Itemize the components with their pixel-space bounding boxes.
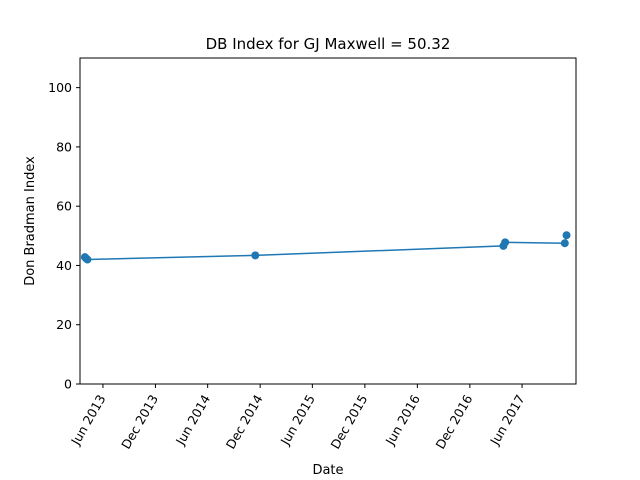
data-point (251, 251, 260, 260)
x-axis-label: Date (312, 463, 343, 478)
plot-frame (79, 57, 577, 385)
data-point (562, 231, 571, 240)
data-point (501, 238, 510, 247)
plot-area (80, 231, 571, 264)
data-point (560, 239, 569, 248)
y-axis-label: Don Bradman Index (23, 156, 38, 286)
x-tick-label: Dec 2013 (118, 392, 161, 451)
y-tick-label: 100 (48, 80, 72, 95)
y-tick-label: 20 (56, 317, 72, 332)
x-tick-label: Jun 2013 (67, 392, 108, 448)
y-tick-label: 60 (56, 199, 72, 214)
y-tick-label: 40 (56, 258, 72, 273)
series-line (84, 235, 568, 261)
x-axis: Jun 2013 Dec 2013 Jun 2014 Dec 2014 Jun 2015… (67, 384, 528, 451)
data-point (83, 255, 92, 264)
y-tick-label: 80 (56, 139, 72, 154)
x-tick-label: Jun 2015 (277, 392, 318, 448)
y-axis: 0 20 40 60 80 100 (48, 80, 80, 392)
y-tick-label: 0 (64, 377, 72, 392)
x-tick-label: Dec 2016 (432, 392, 475, 451)
chart-title: DB Index for GJ Maxwell = 50.32 (206, 35, 451, 53)
x-tick-label: Jun 2016 (382, 392, 423, 448)
x-tick-label: Dec 2014 (223, 392, 266, 451)
x-tick-label: Jun 2014 (172, 392, 213, 448)
x-tick-label: Dec 2015 (327, 392, 370, 451)
x-tick-label: Jun 2017 (487, 392, 528, 448)
